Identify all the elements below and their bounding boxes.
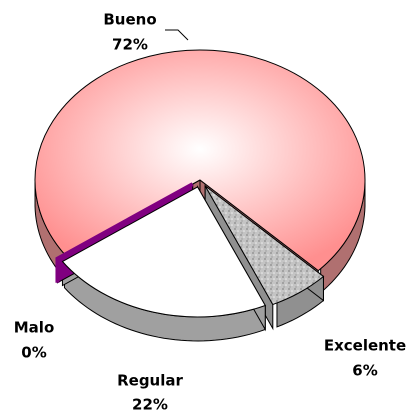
pie-slice (55, 182, 194, 283)
slice-value-label: 22% (132, 396, 168, 414)
slice-value-label: 72% (112, 36, 148, 54)
pie-slice (204, 185, 325, 306)
slice-value-label: 6% (352, 362, 377, 380)
pie-slice (34, 49, 366, 272)
slice-label: Regular (117, 372, 183, 390)
slice-label: Bueno (103, 11, 156, 29)
slice-label: Malo (14, 319, 55, 337)
slice-value-label: 0% (21, 344, 46, 362)
pie (34, 49, 366, 342)
slice-label: Excelente (324, 337, 406, 355)
leader-line (165, 29, 189, 41)
pie-slice (61, 186, 266, 318)
